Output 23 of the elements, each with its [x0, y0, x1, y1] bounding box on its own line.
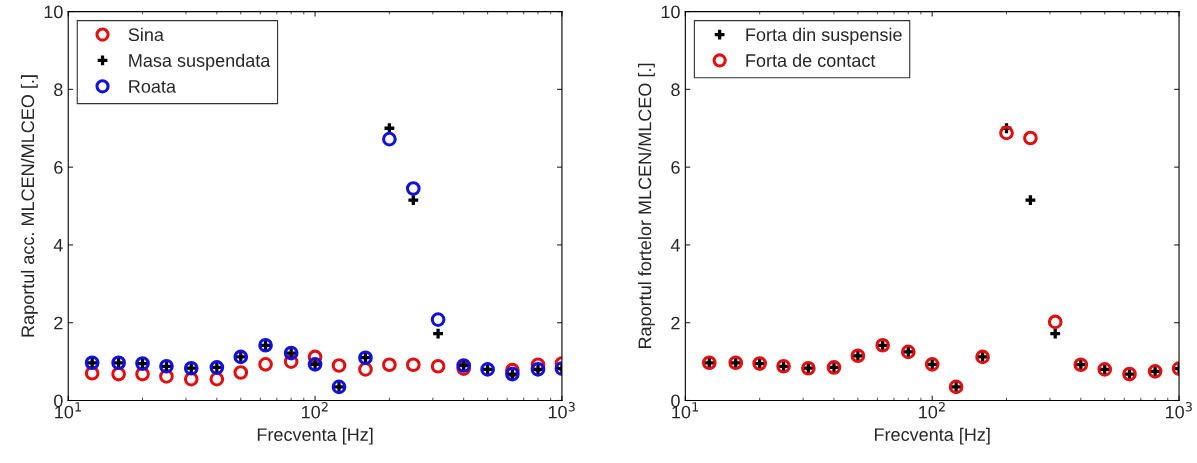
legend-label: Masa suspendata — [129, 53, 271, 71]
y-tick-label: 6 — [54, 161, 63, 174]
x-axis-title: Frecventa [Hz] — [257, 427, 373, 445]
y-tick-label: 10 — [661, 5, 680, 19]
x-tick-label: 10$^{2}$ — [919, 402, 945, 419]
y-axis-title: Raportul acc. MLCEN/MLCEO [.] — [20, 75, 38, 337]
y-tick-label: 4 — [670, 239, 680, 252]
y-tick-label: 2 — [54, 316, 63, 330]
x-tick-label: 10$^{2}$ — [302, 402, 328, 419]
x-tick-label: 10$^{3}$ — [1165, 402, 1192, 419]
legend-label: Forta de contact — [746, 53, 876, 67]
y-tick-label: 10 — [44, 5, 63, 19]
x-axis-title: Frecventa [Hz] — [874, 427, 990, 445]
y-tick-label: 6 — [671, 161, 680, 174]
y-tick-label: 8 — [671, 83, 680, 97]
y-tick-label: 2 — [671, 316, 680, 330]
legend-label: Forta din suspensie — [746, 27, 902, 45]
legend-label: Roata — [129, 80, 176, 93]
y-tick-label: 8 — [54, 83, 63, 97]
legend-label: Sina — [128, 27, 164, 42]
y-axis-title: Raportul fortelor MLCEN/MLCEO [.] — [638, 63, 655, 349]
x-tick-label: 10$^{3}$ — [548, 402, 575, 419]
y-tick-label: 4 — [53, 239, 63, 252]
